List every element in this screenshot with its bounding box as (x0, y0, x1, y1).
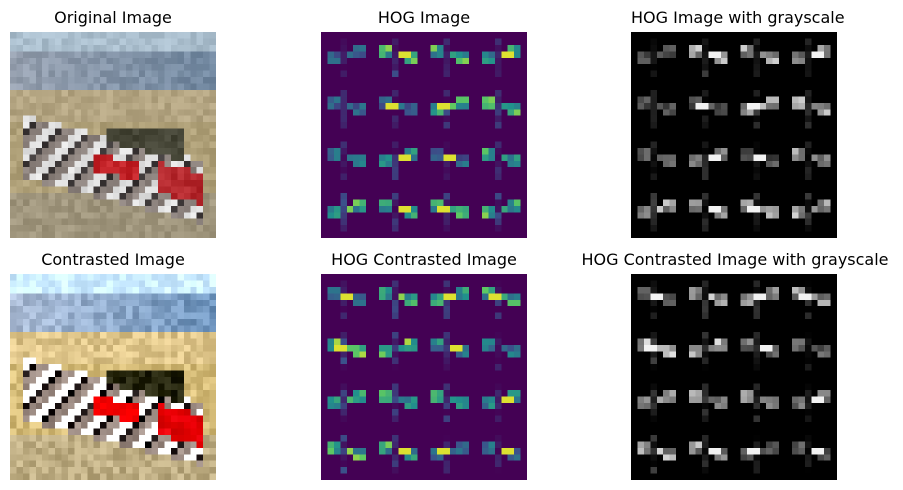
panel-hog-grayscale: HOG Image with grayscale (631, 6, 845, 238)
original-image (10, 32, 216, 238)
panel-original-image: Original Image (10, 6, 216, 238)
hog-image (321, 32, 527, 238)
panel-title: HOG Contrasted Image (331, 250, 517, 269)
panel-contrasted-image: Contrasted Image (10, 248, 216, 480)
panel-title: HOG Image (377, 8, 471, 27)
panel-hog-image: HOG Image (321, 6, 527, 238)
hog-contrasted-image (321, 274, 527, 480)
panel-title: HOG Contrasted Image with grayscale (581, 250, 889, 269)
panel-title: HOG Image with grayscale (631, 8, 845, 27)
panel-title: Contrasted Image (41, 250, 185, 269)
contrasted-image (10, 274, 216, 480)
panel-hog-contrasted-grayscale: HOG Contrasted Image with grayscale (576, 248, 894, 480)
hog-grayscale-image (631, 32, 837, 238)
panel-hog-contrasted-image: HOG Contrasted Image (321, 248, 527, 480)
panel-title: Original Image (54, 8, 172, 27)
hog-contrasted-grayscale-image (631, 274, 837, 480)
